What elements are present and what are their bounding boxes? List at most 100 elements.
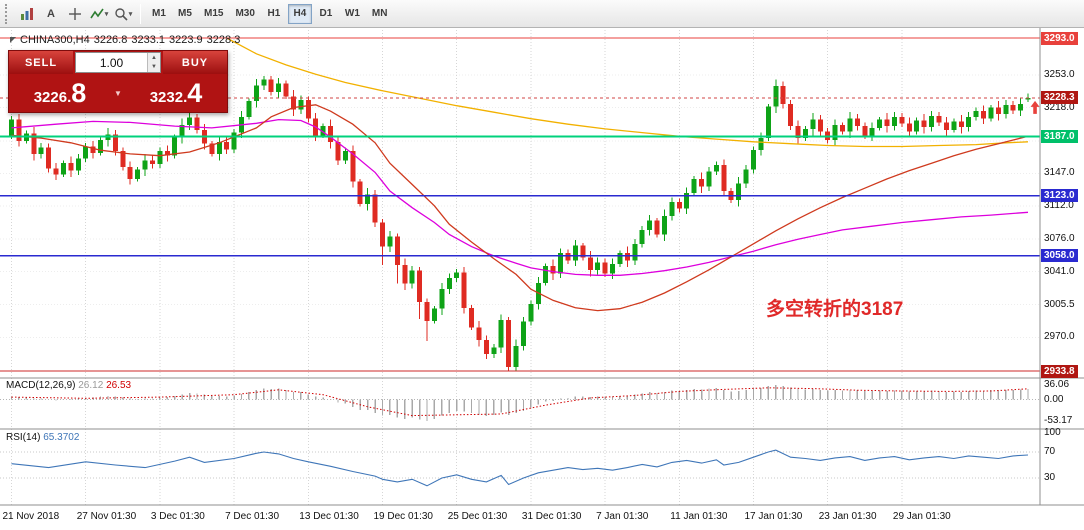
chevron-down-icon: ▾	[128, 10, 133, 18]
volume-box: ▲ ▼	[75, 52, 161, 73]
chart-annotation: 多空转折的3187	[766, 299, 904, 320]
price-tick: 2970.0	[1044, 331, 1075, 343]
rsi-pane	[0, 449, 1040, 487]
toolbar: A ▾ ▾ M1 M5 M15 M30 H1 H4 D1 W1 MN	[0, 0, 1084, 28]
ma-slow-yellow	[226, 37, 1029, 148]
text-tool-icon[interactable]: A	[39, 3, 63, 25]
sell-button[interactable]: SELL	[9, 51, 73, 74]
pane-borders	[0, 28, 1084, 506]
timeframe-m1[interactable]: M1	[147, 4, 171, 24]
grid-lines	[0, 30, 1040, 505]
macd-scale-tick: 0.00	[1044, 393, 1064, 405]
timeframe-w1[interactable]: W1	[340, 4, 365, 24]
time-axis-label: 7 Dec 01:30	[225, 511, 280, 522]
timeframe-mn[interactable]: MN	[367, 4, 393, 24]
macd-value-main: 26.12	[78, 380, 104, 391]
price-tick: 3218.0	[1044, 101, 1075, 113]
one-click-trading-panel: SELL ▲ ▼ BUY 3226. 8 ▼ 3232. 4	[8, 50, 228, 113]
chart-close: 3228.3	[206, 34, 241, 46]
price-arrow-marker	[1030, 100, 1040, 114]
timeframe-m15[interactable]: M15	[199, 4, 228, 24]
ma-long-magenta	[11, 118, 1029, 276]
toolbar-grip[interactable]	[5, 3, 10, 24]
price-scale[interactable]: 3253.03218.03182.03147.03112.03076.03041…	[1041, 28, 1084, 505]
buy-price-main: 3232.	[149, 88, 188, 106]
time-axis-label: 3 Dec 01:30	[150, 511, 205, 522]
time-axis-label: 11 Jan 01:30	[670, 511, 728, 522]
timeframe-m30[interactable]: M30	[230, 4, 259, 24]
chart-expand-icon[interactable]	[10, 37, 16, 43]
timeframe-m5[interactable]: M5	[173, 4, 197, 24]
rsi-line	[11, 449, 1029, 487]
rsi-title: RSI(14)	[6, 432, 41, 443]
volume-spinner: ▲ ▼	[147, 53, 160, 72]
price-tick: 3005.5	[1044, 298, 1075, 310]
price-marker-support-line: 3058.0	[1041, 249, 1078, 263]
letter-a-glyph: A	[47, 7, 55, 20]
time-axis-label: 23 Jan 01:30	[818, 511, 877, 522]
chart-high: 3233.1	[131, 34, 166, 46]
timeframe-group: M1 M5 M15 M30 H1 H4 D1 W1 MN	[146, 3, 393, 24]
chart-title: CHINA300,H4 3226.8 3233.1 3223.9 3228.3	[10, 34, 244, 46]
rsi-value: 65.3702	[43, 432, 80, 443]
price-marker-low-line: 2933.8	[1041, 364, 1078, 378]
price-tick: 3041.0	[1044, 265, 1075, 277]
rsi-scale-tick: 70	[1044, 446, 1056, 457]
chart-symbol-period: CHINA300,H4	[20, 34, 90, 46]
time-axis-label: 25 Dec 01:30	[447, 511, 508, 522]
sell-price-big: 8	[71, 77, 87, 108]
time-axis-label: 27 Nov 01:30	[76, 511, 137, 522]
sell-price-main: 3226.	[33, 88, 72, 106]
price-marker-bid-price: 3228.3	[1041, 91, 1078, 105]
macd-value-signal: 26.53	[106, 380, 132, 391]
level-lines	[0, 37, 1040, 372]
macd-scale-tick: -53.17	[1044, 414, 1073, 426]
time-axis-label: 21 Nov 2018	[2, 511, 60, 522]
rsi-scale-tick: 30	[1044, 472, 1056, 483]
crosshair-tool-icon[interactable]	[63, 3, 87, 25]
volume-spinner-up-icon[interactable]: ▲	[148, 53, 160, 63]
indicators-menu-icon[interactable]: ▾	[87, 3, 111, 25]
volume-spinner-down-icon[interactable]: ▼	[148, 62, 160, 72]
volume-input[interactable]	[76, 53, 147, 72]
time-axis-label: 13 Dec 01:30	[299, 511, 359, 522]
rsi-scale-tick: 100	[1044, 426, 1061, 438]
buy-price-big: 4	[187, 77, 203, 108]
price-marker-resistance-line: 3293.0	[1041, 31, 1078, 45]
zoom-menu-icon[interactable]: ▾	[111, 3, 135, 25]
timeframe-d1[interactable]: D1	[314, 4, 338, 24]
macd-signal-line	[11, 387, 1029, 417]
chart-low: 3223.9	[169, 34, 203, 46]
chart-open: 3226.8	[93, 34, 128, 46]
macd-label: MACD(12,26,9) 26.12 26.53	[6, 380, 131, 391]
time-axis[interactable]: 21 Nov 2018 27 Nov 01:30 3 Dec 01:30 7 Dec …	[0, 507, 1084, 530]
sell-price[interactable]: 3226. 8	[9, 77, 111, 108]
buy-button[interactable]: BUY	[163, 51, 227, 74]
rsi-label: RSI(14) 65.3702	[6, 432, 79, 443]
price-marker-pivot-line: 3187.0	[1041, 129, 1078, 143]
chart-canvas[interactable]	[0, 28, 1084, 530]
new-chart-icon[interactable]	[15, 3, 39, 25]
time-axis-label: 29 Jan 01:30	[892, 511, 951, 522]
time-axis-label: 31 Dec 01:30	[521, 511, 582, 522]
buy-price[interactable]: 3232. 4	[125, 77, 227, 108]
timeframe-h4[interactable]: H4	[287, 3, 312, 24]
chart-area[interactable]: CHINA300,H4 3226.8 3233.1 3223.9 3228.3 SELL…	[0, 28, 1084, 530]
macd-scale-tick: 36.06	[1044, 378, 1070, 390]
price-tick: 3147.0	[1044, 167, 1075, 179]
macd-pane	[0, 384, 1040, 421]
chevron-down-icon: ▾	[104, 10, 109, 18]
price-tick: 3112.0	[1044, 199, 1074, 211]
time-axis-label: 17 Jan 01:30	[744, 511, 803, 522]
time-axis-label: 19 Dec 01:30	[373, 511, 434, 522]
tool-icon-group: A ▾ ▾	[15, 3, 135, 25]
toolbar-separator	[140, 3, 141, 24]
timeframe-h1[interactable]: H1	[262, 4, 286, 24]
time-axis-label: 7 Jan 01:30	[596, 511, 649, 522]
trade-panel-caret-icon[interactable]: ▼	[114, 88, 122, 98]
price-tick: 3076.0	[1044, 233, 1075, 245]
macd-title: MACD(12,26,9)	[6, 380, 76, 391]
price-tick: 3253.0	[1044, 69, 1075, 81]
candlestick-series	[9, 76, 1031, 372]
price-marker-support-line: 3123.0	[1041, 189, 1078, 203]
